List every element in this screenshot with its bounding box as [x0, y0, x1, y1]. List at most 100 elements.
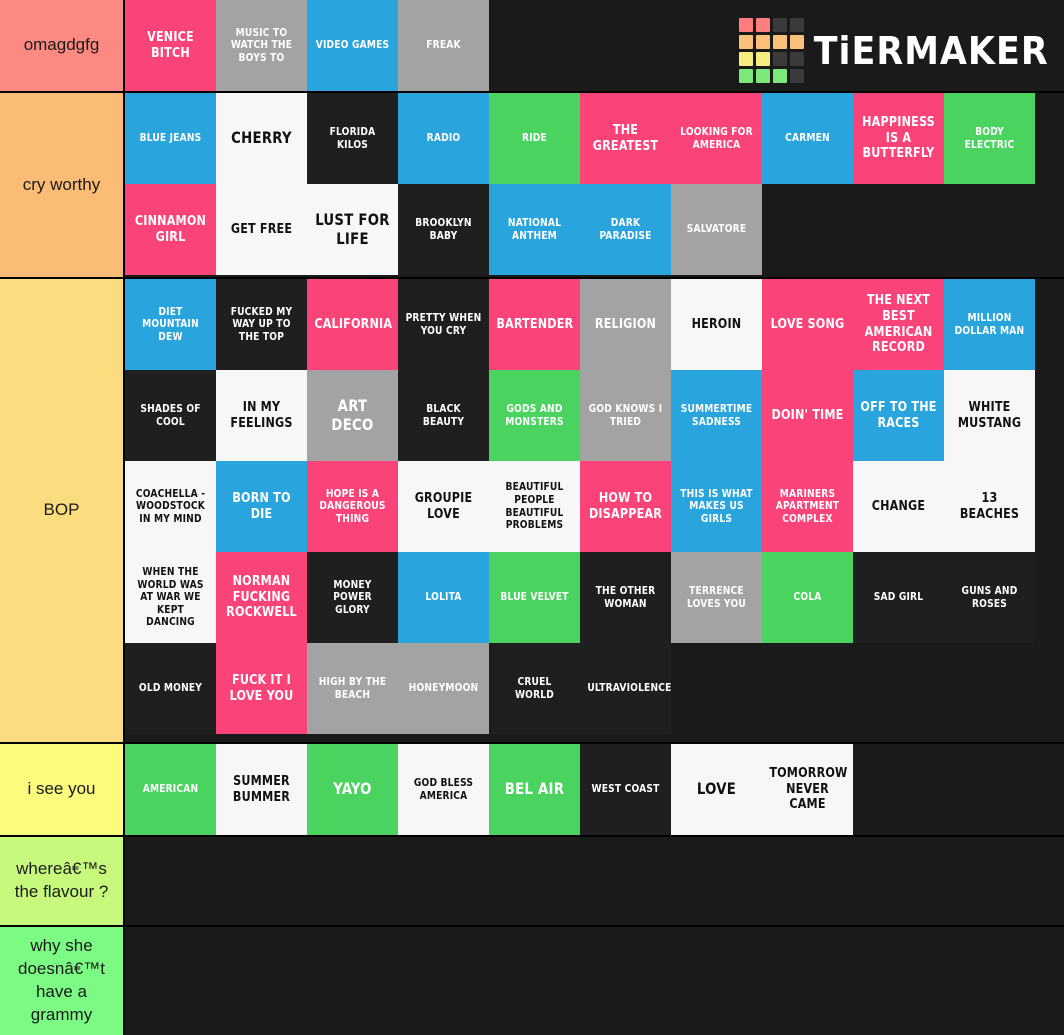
tier-item-tile[interactable]: SALVATORE: [671, 184, 762, 275]
tier-item-tile[interactable]: BLACK BEAUTY: [398, 370, 489, 461]
tier-item-label: FLORIDA KILOS: [329, 124, 376, 151]
tier-item-label: 13 BEACHES: [959, 489, 1020, 522]
tier-item-tile[interactable]: OFF TO THE RACES: [853, 370, 944, 461]
tier-item-tile[interactable]: ART DECO: [307, 370, 398, 461]
tier-item-tile[interactable]: HOPE IS A DANGEROUS THING: [307, 461, 398, 552]
tier-item-tile[interactable]: GOD KNOWS I TRIED: [580, 370, 671, 461]
tier-item-tile[interactable]: BLUE JEANS: [125, 93, 216, 184]
tier-item-tile[interactable]: SAD GIRL: [853, 552, 944, 643]
tier-item-tile[interactable]: GROUPIE LOVE: [398, 461, 489, 552]
tier-item-label: CRUEL WORLD: [514, 674, 555, 701]
tier-item-tile[interactable]: TERRENCE LOVES YOU: [671, 552, 762, 643]
tier-label-i-see-you[interactable]: i see you: [0, 744, 125, 835]
tier-item-tile[interactable]: CHANGE: [853, 461, 944, 552]
tier-item-tile[interactable]: FLORIDA KILOS: [307, 93, 398, 184]
tier-item-tile[interactable]: FUCK IT I LOVE YOU: [216, 643, 307, 734]
tier-item-tile[interactable]: FUCKED MY WAY UP TO THE TOP: [216, 279, 307, 370]
tier-item-tile[interactable]: FREAK: [398, 0, 489, 91]
tier-item-tile[interactable]: RELIGION: [580, 279, 671, 370]
tier-item-tile[interactable]: HOW TO DISAPPEAR: [580, 461, 671, 552]
tier-dropzone-omagdgfg[interactable]: VENICE BITCH MUSIC TO WATCH THE BOYS TO VI…: [125, 0, 1064, 91]
tier-item-tile[interactable]: CHERRY: [216, 93, 307, 184]
tier-item-tile[interactable]: MILLION DOLLAR MAN: [944, 279, 1035, 370]
tier-item-tile[interactable]: LUST FOR LIFE: [307, 184, 398, 275]
tier-item-tile[interactable]: DOIN' TIME: [762, 370, 853, 461]
tier-dropzone-cry-worthy[interactable]: BLUE JEANS CHERRY FLORIDA KILOS RADIO RIDE TH…: [125, 93, 1064, 277]
tier-item-tile[interactable]: 13 BEACHES: [944, 461, 1035, 552]
tier-item-tile[interactable]: COACHELLA - WOODSTOCK IN MY MIND: [125, 461, 216, 552]
tier-item-tile[interactable]: SHADES OF COOL: [125, 370, 216, 461]
tier-item-tile[interactable]: THE GREATEST: [580, 93, 671, 184]
tier-item-tile[interactable]: HEROIN: [671, 279, 762, 370]
tier-item-tile[interactable]: AMERICAN: [125, 744, 216, 835]
tier-item-tile[interactable]: LOVE: [671, 744, 762, 835]
tier-item-tile[interactable]: BEL AIR: [489, 744, 580, 835]
tier-item-tile[interactable]: VENICE BITCH: [125, 0, 216, 91]
tier-item-tile[interactable]: HAPPINESS IS A BUTTERFLY: [853, 93, 944, 184]
tier-dropzone-why-she-doesn-t-have-a-grammy[interactable]: [125, 927, 1064, 1035]
tier-dropzone-where-s-the-flavour[interactable]: [125, 837, 1064, 925]
tier-item-tile[interactable]: DARK PARADISE: [580, 184, 671, 275]
tier-item-tile[interactable]: GODS AND MONSTERS: [489, 370, 580, 461]
tier-item-tile[interactable]: CINNAMON GIRL: [125, 184, 216, 275]
tier-item-tile[interactable]: BROOKLYN BABY: [398, 184, 489, 275]
tier-item-tile[interactable]: DIET MOUNTAIN DEW: [125, 279, 216, 370]
tier-item-tile[interactable]: THE NEXT BEST AMERICAN RECORD: [853, 279, 944, 370]
tier-item-tile[interactable]: ULTRAVIOLENCE: [580, 643, 671, 734]
tier-item-tile[interactable]: MUSIC TO WATCH THE BOYS TO: [216, 0, 307, 91]
tier-item-tile[interactable]: CARMEN: [762, 93, 853, 184]
tier-item-tile[interactable]: VIDEO GAMES: [307, 0, 398, 91]
tier-item-tile[interactable]: RIDE: [489, 93, 580, 184]
tier-item-tile[interactable]: IN MY FEELINGS: [216, 370, 307, 461]
tier-item-tile[interactable]: MONEY POWER GLORY: [307, 552, 398, 643]
tier-item-tile[interactable]: CRUEL WORLD: [489, 643, 580, 734]
tier-item-label: CHERRY: [231, 128, 292, 148]
tier-item-label: TERRENCE LOVES YOU: [687, 583, 746, 610]
tier-item-tile[interactable]: BODY ELECTRIC: [944, 93, 1035, 184]
tier-label-where-s-the-flavour[interactable]: whereâ€™s the flavour ?: [0, 837, 125, 925]
tier-item-label: CINNAMON GIRL: [134, 212, 207, 245]
tier-item-tile[interactable]: GOD BLESS AMERICA: [398, 744, 489, 835]
tier-item-tile[interactable]: WHITE MUSTANG: [944, 370, 1035, 461]
tier-item-tile[interactable]: WHEN THE WORLD WAS AT WAR WE KEPT DANCIN…: [125, 552, 216, 643]
tier-item-label: ART DECO: [331, 396, 374, 434]
tier-item-tile[interactable]: HIGH BY THE BEACH: [307, 643, 398, 734]
tier-item-tile[interactable]: LOOKING FOR AMERICA: [671, 93, 762, 184]
tier-label-bop[interactable]: BOP: [0, 279, 125, 742]
tier-item-tile[interactable]: BARTENDER: [489, 279, 580, 370]
tier-item-tile[interactable]: TOMORROW NEVER CAME: [762, 744, 853, 835]
tier-item-tile[interactable]: LOVE SONG: [762, 279, 853, 370]
tier-item-tile[interactable]: HONEYMOON: [398, 643, 489, 734]
tier-item-label: OFF TO THE RACES: [860, 398, 937, 431]
tier-label-cry-worthy[interactable]: cry worthy: [0, 93, 125, 277]
tier-dropzone-bop[interactable]: DIET MOUNTAIN DEW FUCKED MY WAY UP TO THE…: [125, 279, 1064, 742]
tier-item-label: PRETTY WHEN YOU CRY: [405, 310, 482, 337]
tier-item-tile[interactable]: OLD MONEY: [125, 643, 216, 734]
tier-item-label: BARTENDER: [496, 315, 574, 332]
tier-item-tile[interactable]: SUMMER BUMMER: [216, 744, 307, 835]
tier-item-tile[interactable]: THIS IS WHAT MAKES US GIRLS: [671, 461, 762, 552]
tier-item-tile[interactable]: WEST COAST: [580, 744, 671, 835]
tier-dropzone-i-see-you[interactable]: AMERICAN SUMMER BUMMER YAYO GOD BLESS AMERI…: [125, 744, 1064, 835]
tier-item-tile[interactable]: GET FREE: [216, 184, 307, 275]
tier-item-tile[interactable]: BORN TO DIE: [216, 461, 307, 552]
tier-label-omagdgfg[interactable]: omagdgfg: [0, 0, 125, 91]
tier-item-tile[interactable]: NATIONAL ANTHEM: [489, 184, 580, 275]
tier-item-tile[interactable]: GUNS AND ROSES: [944, 552, 1035, 643]
tier-item-tile[interactable]: BEAUTIFUL PEOPLE BEAUTIFUL PROBLEMS: [489, 461, 580, 552]
tier-item-tile[interactable]: YAYO: [307, 744, 398, 835]
tier-item-tile[interactable]: PRETTY WHEN YOU CRY: [398, 279, 489, 370]
tier-item-label: LOLITA: [425, 590, 462, 604]
tier-item-tile[interactable]: COLA: [762, 552, 853, 643]
tier-item-label: TOMORROW NEVER CAME: [769, 765, 848, 813]
tier-item-tile[interactable]: CALIFORNIA: [307, 279, 398, 370]
tier-item-tile[interactable]: NORMAN FUCKING ROCKWELL: [216, 552, 307, 643]
tier-item-tile[interactable]: LOLITA: [398, 552, 489, 643]
tier-row-where-s-the-flavour: whereâ€™s the flavour ?: [0, 837, 1064, 927]
tier-item-tile[interactable]: BLUE VELVET: [489, 552, 580, 643]
tier-item-tile[interactable]: SUMMERTIME SADNESS: [671, 370, 762, 461]
tier-item-tile[interactable]: MARINERS APARTMENT COMPLEX: [762, 461, 853, 552]
tier-item-tile[interactable]: RADIO: [398, 93, 489, 184]
tier-item-tile[interactable]: THE OTHER WOMAN: [580, 552, 671, 643]
tier-label-why-she-doesn-t-have-a-grammy[interactable]: why she doesnâ€™t have a grammy: [0, 927, 125, 1035]
